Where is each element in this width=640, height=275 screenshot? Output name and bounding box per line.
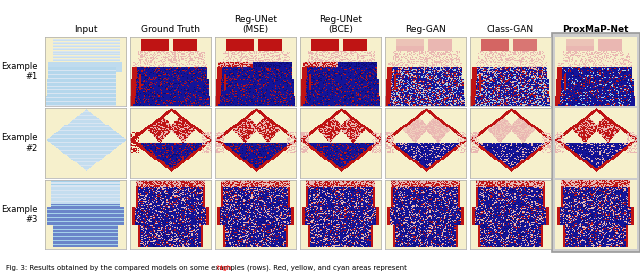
Text: Reg-UNet
(MSE): Reg-UNet (MSE) <box>234 15 277 34</box>
Text: Example
#2: Example #2 <box>1 133 38 153</box>
Text: Reg-UNet
(BCE): Reg-UNet (BCE) <box>319 15 362 34</box>
Text: Ground Truth: Ground Truth <box>141 25 200 34</box>
Text: Reg-GAN: Reg-GAN <box>405 25 446 34</box>
Text: Input: Input <box>74 25 97 34</box>
Text: Fig. 3: Results obtained by the compared models on some examples (rows). Red, ye: Fig. 3: Results obtained by the compared… <box>6 264 410 271</box>
Text: Example
#1: Example #1 <box>1 62 38 81</box>
Text: high: high <box>216 265 231 271</box>
Text: Class-GAN: Class-GAN <box>487 25 534 34</box>
Text: Example
#3: Example #3 <box>1 205 38 224</box>
Text: ProxMaP-Net: ProxMaP-Net <box>563 25 629 34</box>
